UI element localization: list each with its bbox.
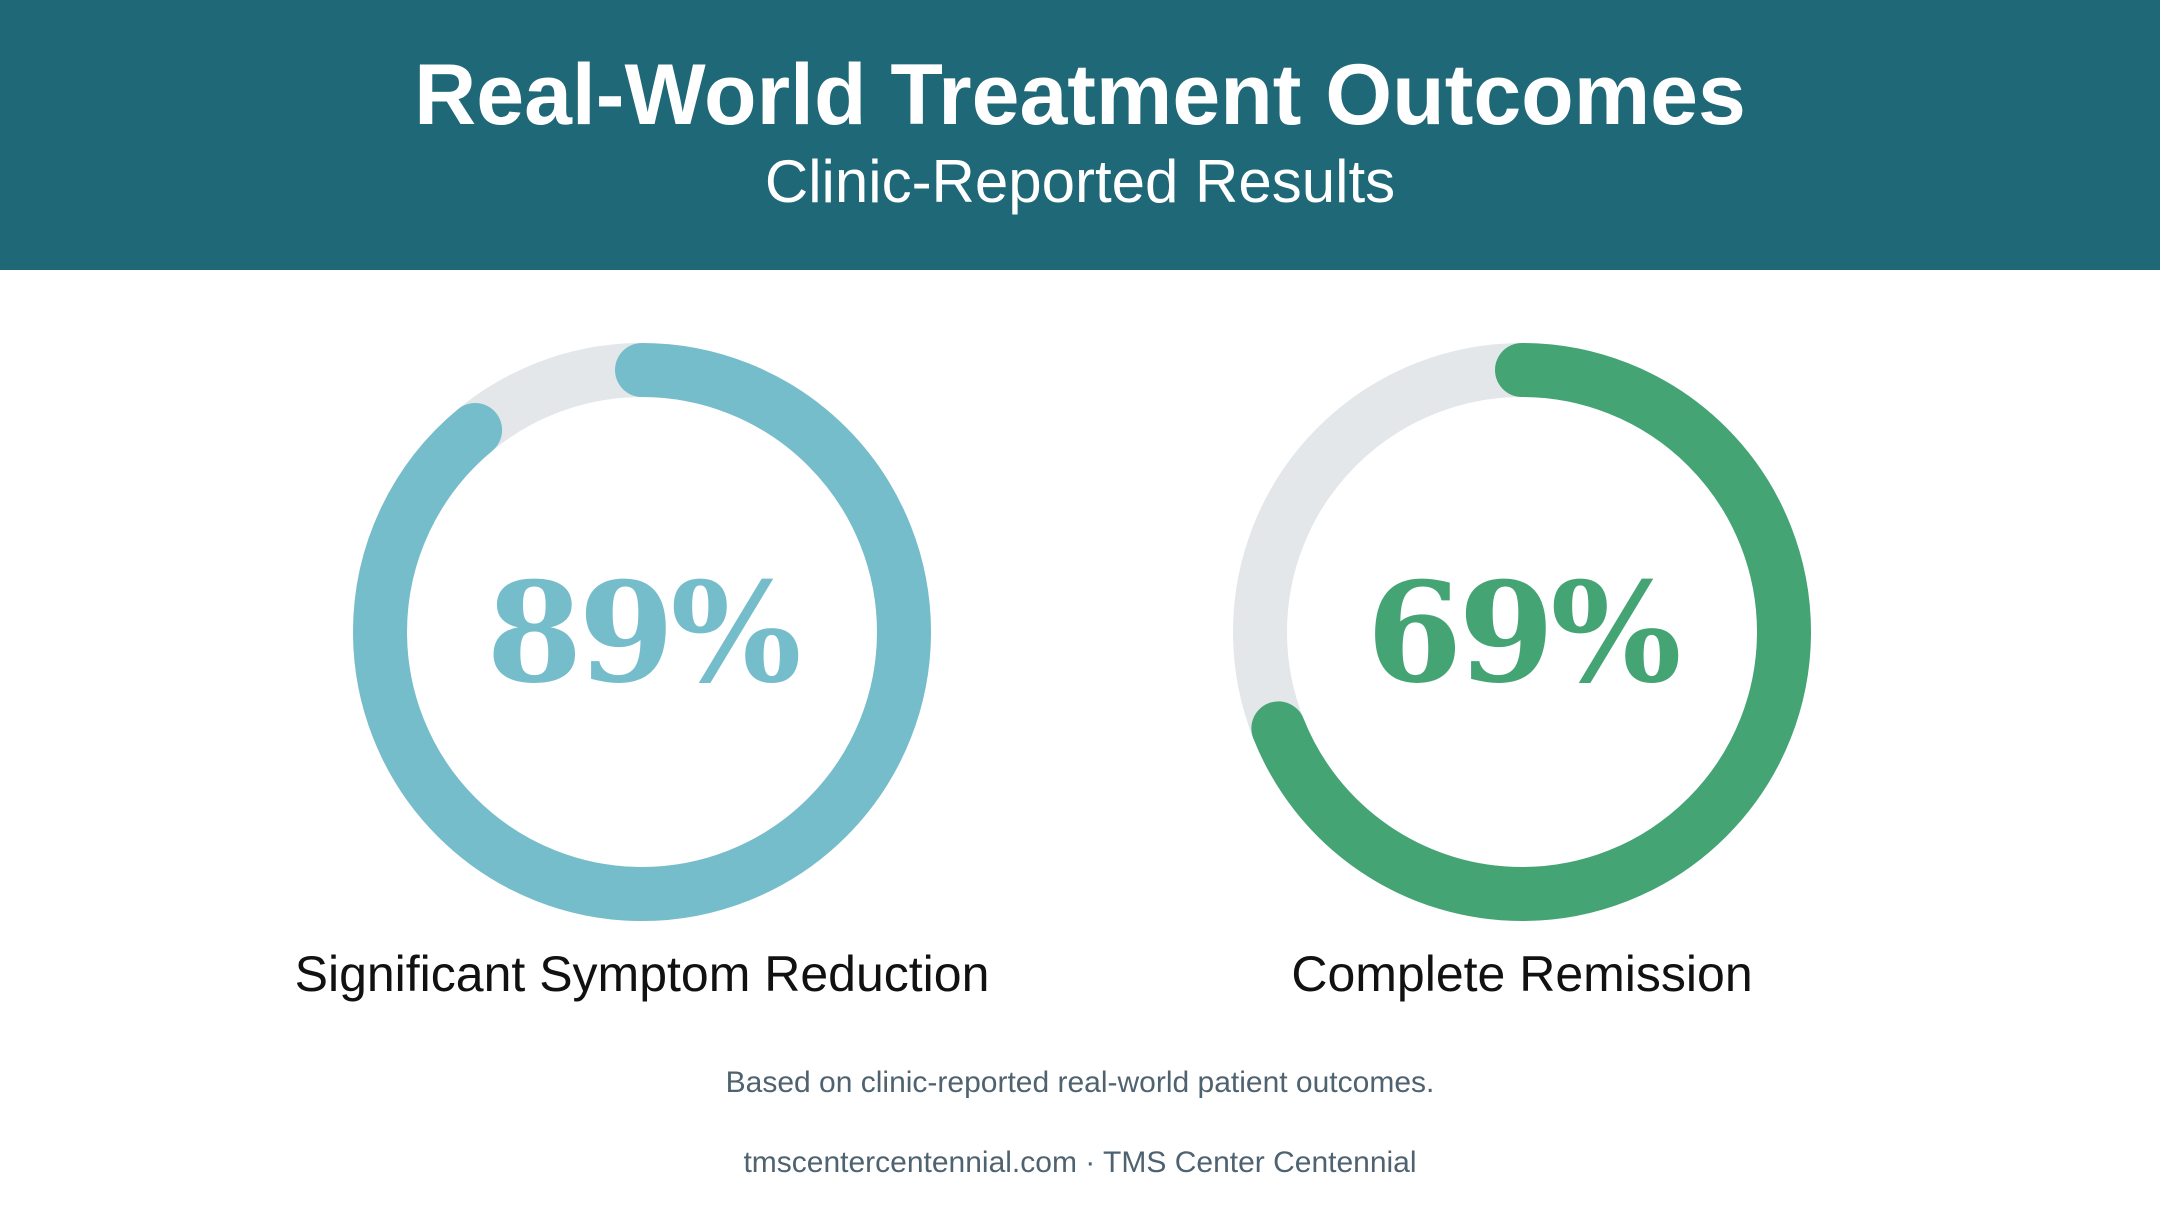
page-title: Real-World Treatment Outcomes <box>414 47 1746 143</box>
header-banner: Real-World Treatment Outcomes Clinic-Rep… <box>0 0 2160 270</box>
gauge-symptom-reduction: 89% <box>332 322 952 942</box>
gauge-label: Complete Remission <box>1291 946 1753 1002</box>
gauge-arc <box>1233 343 1811 921</box>
gauge-label: Significant Symptom Reduction <box>294 946 990 1002</box>
gauge-arc <box>353 343 931 921</box>
footnote: Based on clinic-reported real-world pati… <box>725 1066 1435 1099</box>
gauge-percentage: 69% <box>1366 550 1681 714</box>
gauge-ring <box>1233 343 1811 921</box>
page-subtitle: Clinic-Reported Results <box>764 148 1396 215</box>
gauge-ring <box>353 343 931 921</box>
gauge-complete-remission: 69% <box>1212 322 1832 942</box>
source-credit: tmscentercentennial.com · TMS Center Cen… <box>743 1146 1417 1179</box>
gauge-percentage: 89% <box>486 550 801 714</box>
